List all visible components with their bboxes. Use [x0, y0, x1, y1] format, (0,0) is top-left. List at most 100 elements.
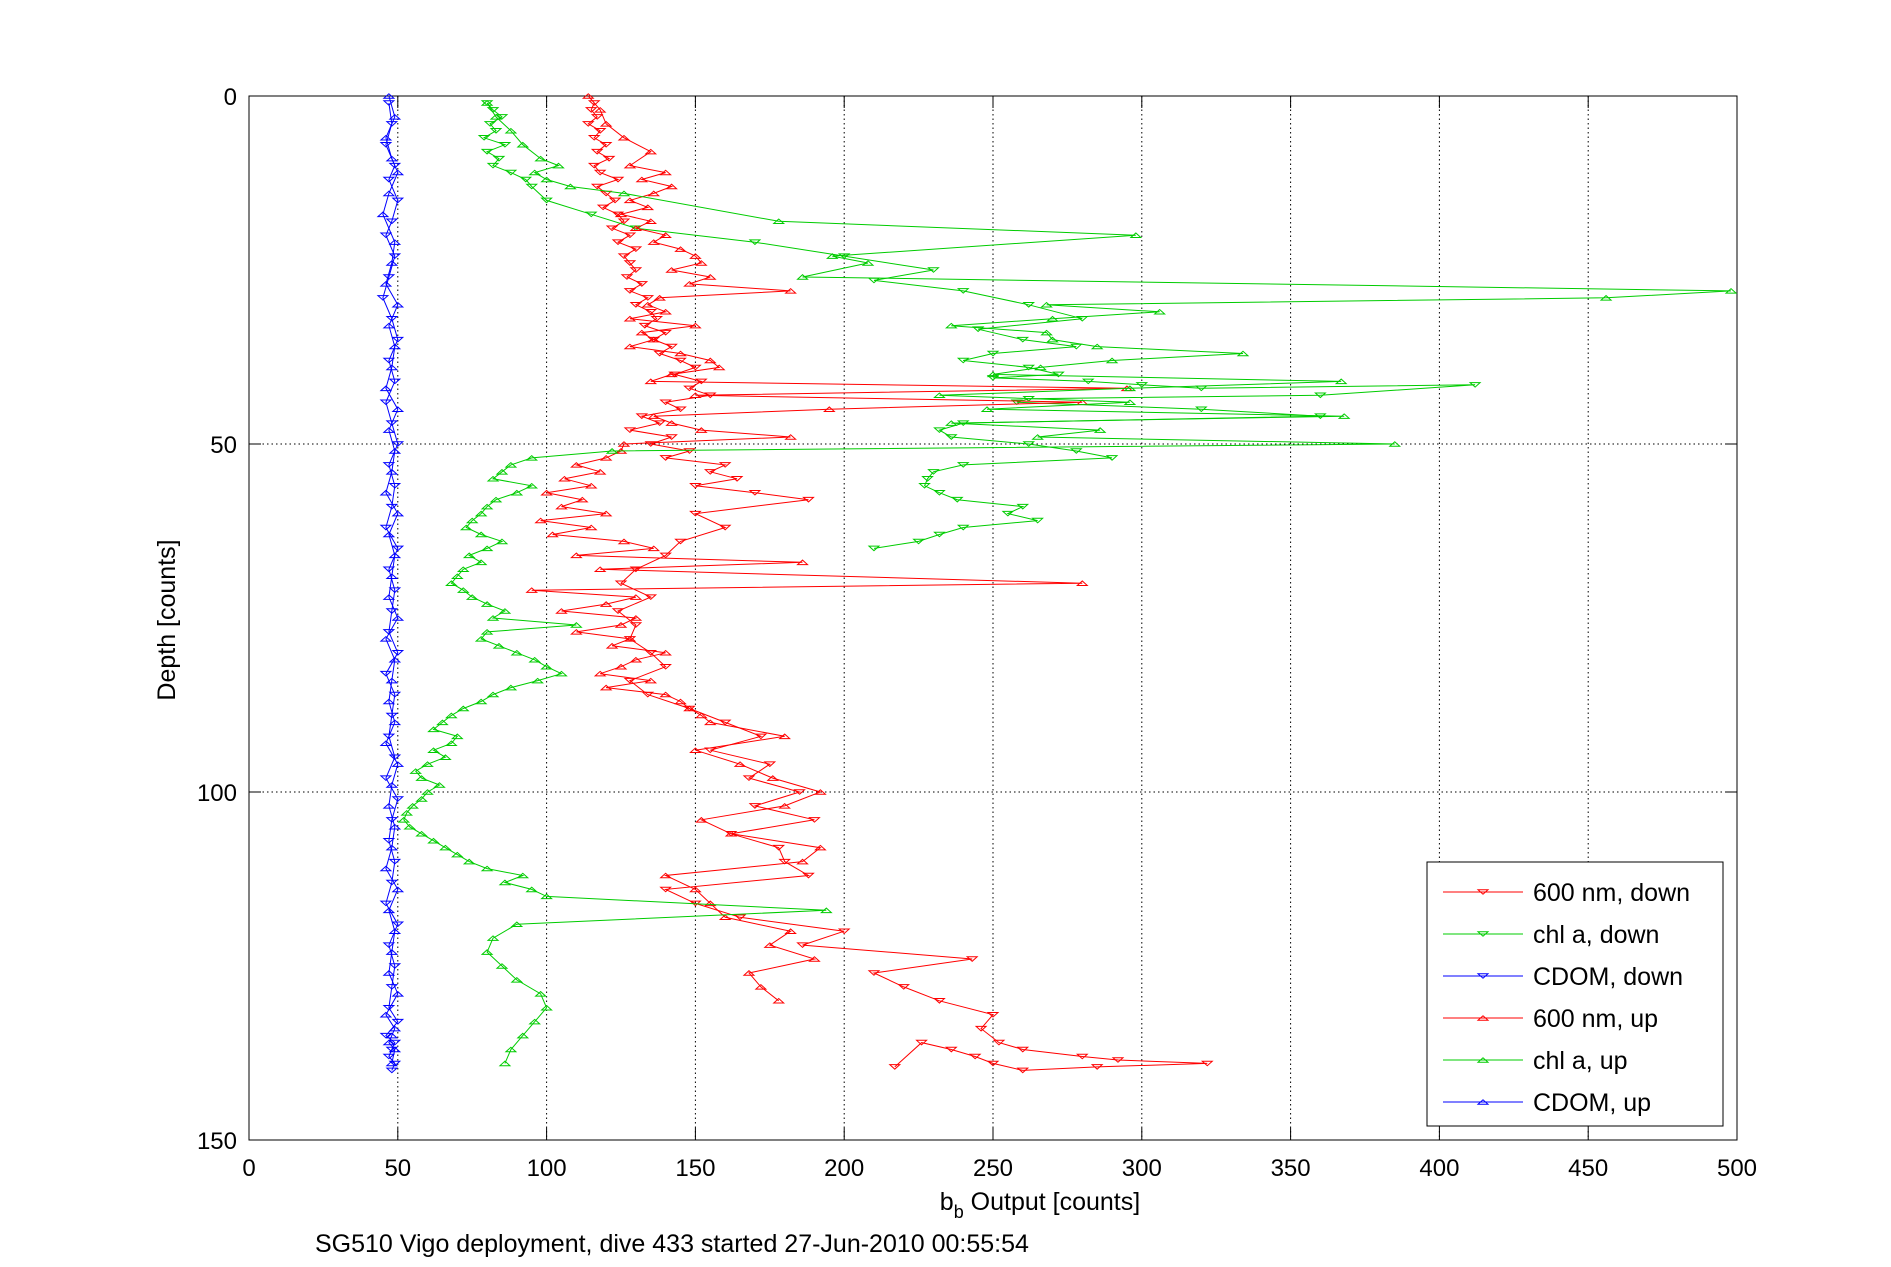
data-point-marker — [379, 141, 393, 148]
data-point-marker — [614, 663, 628, 670]
data-point-marker — [659, 886, 672, 893]
data-point-marker — [659, 169, 672, 176]
data-point-marker — [504, 684, 518, 691]
data-point-marker — [382, 531, 396, 538]
data-point-marker — [772, 997, 786, 1004]
x-tick-label: 150 — [675, 1155, 715, 1182]
data-point-marker — [379, 232, 393, 239]
data-point-marker — [814, 789, 827, 795]
data-point-marker — [403, 823, 417, 830]
data-point-marker — [584, 482, 598, 489]
series-cdom-down — [376, 100, 405, 1074]
data-point-marker — [1093, 427, 1107, 433]
data-point-marker — [388, 1060, 402, 1067]
data-point-marker — [629, 622, 643, 628]
data-point-marker — [528, 169, 541, 176]
data-point-marker — [391, 650, 405, 656]
data-point-marker — [683, 705, 696, 712]
data-point-marker — [653, 420, 666, 427]
y-tick-label: 50 — [210, 432, 237, 459]
data-point-marker — [674, 406, 687, 413]
data-point-marker — [480, 628, 494, 635]
data-point-marker — [599, 120, 613, 127]
data-point-marker — [1105, 357, 1119, 364]
data-point-marker — [540, 197, 553, 204]
data-point-marker — [388, 1046, 402, 1053]
data-point-marker — [647, 545, 661, 552]
data-point-marker — [617, 218, 631, 225]
series-cdom-up — [376, 93, 405, 1067]
data-point-marker — [1016, 503, 1030, 510]
data-point-marker — [1031, 434, 1044, 440]
data-point-marker — [534, 155, 547, 162]
data-point-marker — [659, 649, 672, 656]
data-point-marker — [427, 726, 440, 733]
data-point-marker — [617, 190, 631, 197]
data-point-marker — [385, 949, 399, 955]
data-point-marker — [1046, 336, 1059, 343]
data-point-marker — [477, 135, 491, 141]
data-point-marker — [605, 448, 619, 454]
data-point-marker — [492, 642, 506, 649]
data-point-marker — [611, 239, 625, 246]
data-point-marker — [1090, 1064, 1104, 1070]
data-point-marker — [608, 197, 622, 204]
data-point-marker — [388, 552, 402, 559]
data-point-marker — [617, 538, 631, 545]
data-point-marker — [623, 427, 637, 434]
data-point-marker — [837, 253, 851, 260]
data-point-marker — [623, 260, 637, 266]
data-point-marker — [382, 942, 396, 949]
data-point-marker — [462, 552, 476, 559]
data-point-marker — [385, 364, 399, 371]
data-point-marker — [921, 476, 934, 482]
data-point-marker — [596, 204, 610, 211]
series-600-nm-up — [525, 93, 1134, 1004]
data-point-marker — [1200, 1060, 1214, 1067]
data-point-marker — [986, 1011, 1000, 1018]
data-point-marker — [391, 1018, 405, 1025]
x-axis-label: bb Output [counts] — [940, 1188, 1140, 1222]
data-point-marker — [933, 998, 946, 1004]
data-point-marker — [1022, 364, 1036, 371]
data-point-marker — [376, 211, 390, 218]
data-point-marker — [382, 733, 396, 740]
data-point-marker — [495, 538, 509, 545]
data-point-marker — [391, 197, 405, 204]
data-point-marker — [388, 823, 402, 830]
data-point-marker — [558, 475, 571, 482]
data-point-marker — [956, 524, 970, 531]
data-point-marker — [644, 677, 658, 684]
data-point-marker — [385, 1067, 399, 1074]
data-point-marker — [382, 190, 396, 197]
data-point-marker — [480, 503, 494, 510]
data-point-marker — [391, 545, 405, 552]
data-point-marker — [486, 691, 500, 698]
series-chl-a-up — [397, 100, 1738, 1067]
data-point-marker — [510, 649, 524, 656]
data-point-marker — [385, 155, 399, 162]
data-point-marker — [456, 566, 470, 573]
data-point-marker — [397, 816, 411, 823]
data-point-marker — [653, 294, 666, 301]
data-point-marker — [1129, 232, 1143, 238]
data-point-marker — [480, 865, 494, 872]
data-point-marker — [754, 983, 768, 990]
data-point-marker — [510, 976, 524, 983]
data-point-marker — [382, 93, 396, 99]
data-point-marker — [665, 267, 678, 273]
data-point-marker — [641, 204, 655, 211]
data-point-marker — [763, 942, 777, 948]
data-point-marker — [388, 162, 402, 169]
data-point-marker — [689, 483, 702, 489]
legend-marker-swatch — [1476, 1015, 1490, 1021]
data-point-marker — [525, 454, 539, 461]
data-point-marker — [635, 176, 649, 183]
data-point-marker — [388, 691, 402, 698]
data-point-marker — [427, 837, 440, 844]
legend-item: 600 nm, down — [1443, 879, 1690, 907]
data-point-marker — [965, 956, 979, 962]
data-point-marker — [986, 375, 1000, 381]
series-line — [482, 102, 1476, 549]
data-point-marker — [808, 817, 821, 823]
